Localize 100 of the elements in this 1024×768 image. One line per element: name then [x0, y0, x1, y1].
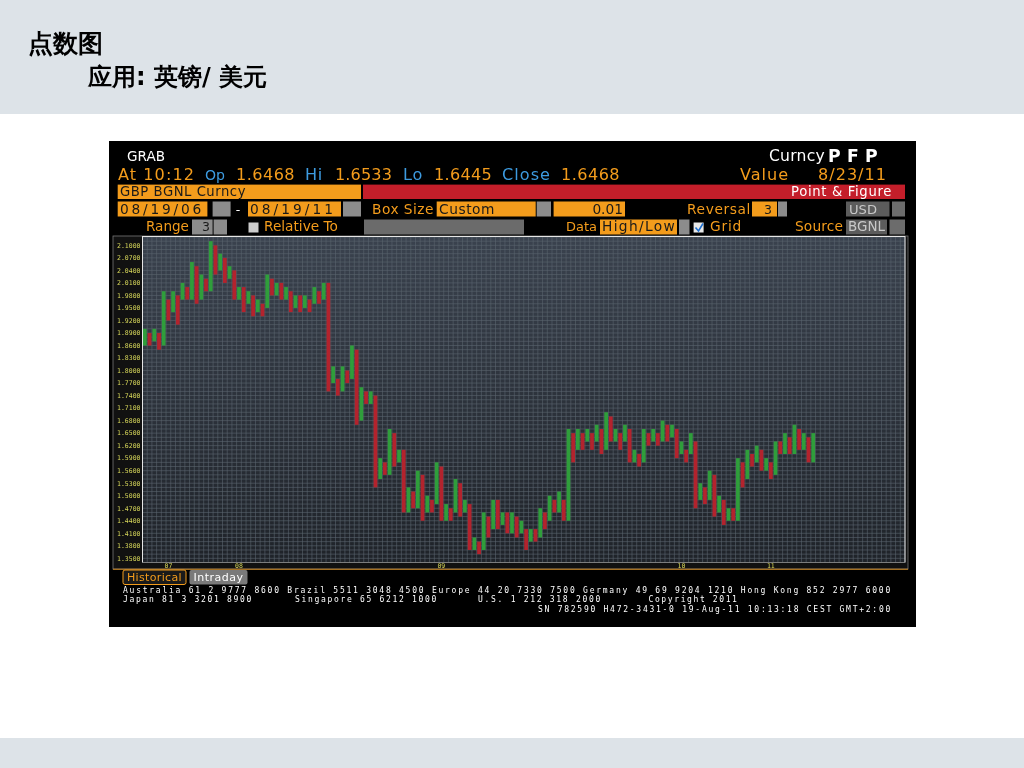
- bar: [298, 295, 303, 313]
- bar: [585, 428, 590, 442]
- bar: [787, 437, 792, 454]
- bar: [698, 483, 703, 500]
- text: GRAB: [127, 148, 165, 164]
- text: Value: [740, 165, 789, 184]
- bar: [712, 474, 717, 517]
- bar: [175, 295, 180, 325]
- bar: [736, 458, 740, 521]
- text: Hi: [305, 165, 323, 184]
- text: At 10:12: [118, 165, 195, 184]
- bar: [265, 274, 270, 308]
- bar: [651, 428, 656, 442]
- bar: [750, 454, 754, 467]
- text: Intraday: [193, 571, 244, 584]
- bar: [764, 458, 769, 471]
- bar: [768, 462, 773, 480]
- bar: [142, 328, 147, 346]
- bar: [279, 282, 284, 300]
- text: 8/23/11: [818, 165, 887, 184]
- bar: [731, 508, 736, 521]
- bar: [444, 504, 448, 521]
- bar: [510, 512, 514, 534]
- bar: [670, 424, 674, 438]
- bar: [543, 512, 547, 530]
- bar: [641, 428, 646, 463]
- bar: [721, 499, 726, 525]
- bar: [576, 428, 580, 450]
- bar: [222, 257, 227, 283]
- text: 3: [202, 219, 210, 234]
- bar: [448, 508, 453, 521]
- bar: [199, 274, 204, 300]
- bar: [688, 433, 693, 454]
- bar: [251, 295, 255, 317]
- bar: [481, 512, 486, 550]
- bar: [528, 529, 533, 542]
- bar: [674, 428, 679, 459]
- bar: [754, 445, 759, 463]
- text: 1.6468: [236, 165, 296, 184]
- bar: [274, 282, 279, 296]
- bar: [378, 458, 383, 480]
- bar: [359, 387, 364, 421]
- bar: [637, 454, 641, 467]
- bar: [255, 299, 260, 313]
- bar: [514, 516, 519, 538]
- bar: [157, 332, 161, 350]
- bar: [811, 433, 816, 463]
- bar: [557, 491, 561, 513]
- bar: [354, 349, 359, 425]
- bar: [707, 470, 712, 500]
- bar: [368, 391, 373, 404]
- bar: [317, 291, 321, 304]
- bar: [321, 282, 326, 300]
- text: Curncy: [769, 147, 825, 165]
- bar: [745, 449, 750, 480]
- bar: [778, 441, 783, 454]
- text: SN 782590 H472-3431-0 19-Aug-11 10:13:18 CEST GMT+2:00: [538, 605, 892, 614]
- text: Relative To: [264, 218, 338, 234]
- chart-subtitle: 应用: 英镑/ 美元: [87, 63, 268, 91]
- bar: [656, 433, 660, 446]
- bar: [331, 366, 336, 384]
- bar: [458, 483, 463, 517]
- bar: [594, 424, 599, 442]
- bar: [237, 287, 241, 300]
- bar: [439, 466, 444, 521]
- bar: [270, 278, 274, 296]
- bar: [171, 291, 175, 313]
- bar: [303, 295, 307, 308]
- bar: [783, 433, 787, 454]
- bar: [665, 424, 670, 442]
- text: Australia 61 2 9777 8600 Brazil 5511 3048 4500 Europe 44 20 7330 7500 Germany 49 69 9204 1210 Hong Kong 852 2977 6000: [123, 585, 892, 595]
- text: 1.6468: [561, 165, 621, 184]
- bar: [524, 529, 528, 550]
- bar: [547, 495, 552, 521]
- bar: [284, 287, 288, 300]
- bar: [232, 270, 237, 300]
- bar: [208, 241, 213, 292]
- text: 1.6533: [335, 165, 393, 184]
- bar: [190, 262, 194, 300]
- bar: [618, 433, 623, 450]
- bar: [717, 495, 721, 513]
- bar: [204, 278, 208, 292]
- text: -: [235, 201, 241, 217]
- text: Historical: [127, 571, 182, 584]
- text: Singapore 65 6212 1000: [295, 595, 438, 605]
- text: Data: [566, 219, 597, 234]
- text: Lo: [403, 165, 423, 184]
- bar: [463, 499, 467, 513]
- bar: [312, 287, 317, 304]
- text: Grid: [710, 218, 742, 234]
- bar: [397, 449, 401, 463]
- bar: [364, 391, 368, 404]
- bar: [608, 416, 613, 442]
- bar: [801, 433, 806, 450]
- bar: [467, 504, 472, 550]
- bar: [218, 253, 223, 271]
- bar: [392, 433, 397, 467]
- bar: [411, 491, 416, 509]
- text: Box Size: [372, 200, 434, 217]
- bar: [552, 499, 557, 513]
